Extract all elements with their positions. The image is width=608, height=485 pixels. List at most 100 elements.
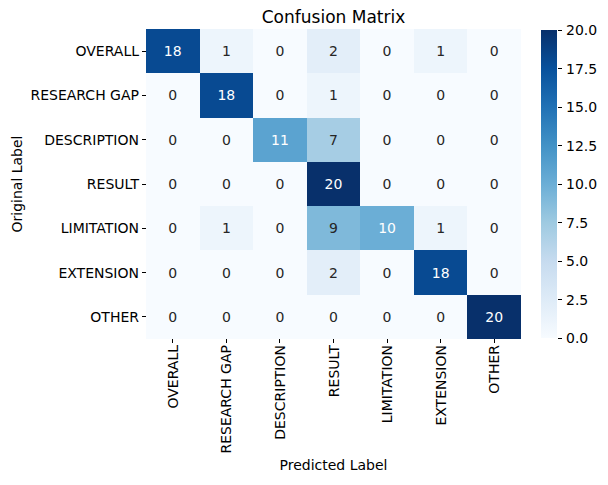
heatmap-cell: 0 xyxy=(467,118,521,162)
heatmap-cell: 0 xyxy=(200,162,254,206)
colorbar-tick-label: 12.5 xyxy=(566,139,597,153)
cell-value: 0 xyxy=(490,87,499,103)
cell-value: 0 xyxy=(490,43,499,59)
colorbar-tick-label: 20.0 xyxy=(566,23,597,37)
heatmap-cell: 0 xyxy=(146,206,200,250)
heatmap-cell: 0 xyxy=(200,295,254,339)
cell-value: 0 xyxy=(275,176,284,192)
colorbar-tick-label: 17.5 xyxy=(566,62,597,76)
colorbar-tick-label: 15.0 xyxy=(566,100,597,114)
cell-value: 0 xyxy=(275,309,284,325)
heatmap-cell: 1 xyxy=(200,206,254,250)
cell-value: 0 xyxy=(383,132,392,148)
heatmap-cell: 1 xyxy=(200,29,254,73)
heatmap-cell: 0 xyxy=(146,250,200,294)
x-tick-mark xyxy=(333,339,334,343)
y-tick-label: OTHER xyxy=(0,310,139,324)
cell-value: 0 xyxy=(222,265,231,281)
x-tick-mark xyxy=(279,339,280,343)
heatmap-cell: 1 xyxy=(414,206,468,250)
x-tick-mark xyxy=(172,339,173,343)
heatmap-cell: 20 xyxy=(467,295,521,339)
cell-value: 0 xyxy=(490,265,499,281)
heatmap-cell: 18 xyxy=(146,29,200,73)
x-tick-mark xyxy=(387,339,388,343)
y-tick-label: DESCRIPTION xyxy=(0,133,139,147)
cell-value: 0 xyxy=(275,43,284,59)
y-tick-label: OVERALL xyxy=(0,44,139,58)
cell-value: 0 xyxy=(275,220,284,236)
y-tick-mark xyxy=(142,316,146,317)
heatmap-cell: 0 xyxy=(467,206,521,250)
cell-value: 9 xyxy=(329,220,338,236)
y-tick-label: LIMITATION xyxy=(0,221,139,235)
cell-value: 0 xyxy=(436,176,445,192)
cell-value: 0 xyxy=(436,87,445,103)
heatmap-cell: 0 xyxy=(200,118,254,162)
cell-value: 1 xyxy=(222,43,231,59)
colorbar-tick-mark xyxy=(558,107,562,108)
cell-value: 0 xyxy=(490,220,499,236)
cell-value: 18 xyxy=(164,43,182,59)
heatmap-cell: 1 xyxy=(307,73,361,117)
y-tick-label: RESEARCH GAP xyxy=(0,88,139,102)
y-tick-mark xyxy=(142,51,146,52)
cell-value: 20 xyxy=(325,176,343,192)
cell-value: 7 xyxy=(329,132,338,148)
cell-value: 1 xyxy=(436,43,445,59)
heatmap-cell: 0 xyxy=(146,73,200,117)
y-tick-mark xyxy=(142,228,146,229)
x-tick-mark xyxy=(440,339,441,343)
colorbar-tick-label: 0.0 xyxy=(566,331,588,345)
y-tick-mark xyxy=(142,184,146,185)
heatmap-cell: 0 xyxy=(467,162,521,206)
colorbar-tick-mark xyxy=(558,145,562,146)
cell-value: 0 xyxy=(222,132,231,148)
cell-value: 0 xyxy=(490,132,499,148)
y-tick-mark xyxy=(142,272,146,273)
x-tick-label-text: DESCRIPTION xyxy=(273,345,287,440)
heatmap-cell: 0 xyxy=(414,118,468,162)
cell-value: 2 xyxy=(329,43,338,59)
colorbar-tick-label: 10.0 xyxy=(566,177,597,191)
cell-value: 10 xyxy=(378,220,396,236)
heatmap-cell: 0 xyxy=(360,118,414,162)
x-tick-label-text: OTHER xyxy=(487,345,501,394)
heatmap-cell: 2 xyxy=(307,250,361,294)
y-tick-label: EXTENSION xyxy=(0,266,139,280)
colorbar xyxy=(541,30,557,338)
x-tick-label-text: RESEARCH GAP xyxy=(219,345,233,454)
heatmap-cell: 0 xyxy=(467,73,521,117)
chart-title: Confusion Matrix xyxy=(146,7,521,27)
heatmap-cell: 0 xyxy=(414,162,468,206)
colorbar-tick-mark xyxy=(558,338,562,339)
cell-value: 0 xyxy=(436,132,445,148)
cell-value: 0 xyxy=(168,309,177,325)
y-tick-mark xyxy=(142,139,146,140)
cell-value: 11 xyxy=(271,132,289,148)
heatmap-cell: 0 xyxy=(414,295,468,339)
heatmap-cell: 0 xyxy=(467,29,521,73)
heatmap-cell: 0 xyxy=(253,29,307,73)
colorbar-tick-label: 7.5 xyxy=(566,216,588,230)
colorbar-tick-mark xyxy=(558,222,562,223)
cell-value: 0 xyxy=(168,220,177,236)
cell-value: 1 xyxy=(222,220,231,236)
cell-value: 0 xyxy=(383,87,392,103)
colorbar-tick-mark xyxy=(558,68,562,69)
cell-value: 0 xyxy=(168,132,177,148)
heatmap-grid: 1810201001801000001170000002000001091010… xyxy=(146,29,521,339)
heatmap-cell: 20 xyxy=(307,162,361,206)
colorbar-tick-label: 2.5 xyxy=(566,293,588,307)
heatmap-cell: 0 xyxy=(360,162,414,206)
cell-value: 2 xyxy=(329,265,338,281)
cell-value: 0 xyxy=(329,309,338,325)
x-tick-label-text: RESULT xyxy=(327,345,341,397)
cell-value: 0 xyxy=(168,87,177,103)
cell-value: 0 xyxy=(383,43,392,59)
heatmap-cell: 0 xyxy=(360,73,414,117)
x-tick-label-text: EXTENSION xyxy=(434,345,448,426)
cell-value: 0 xyxy=(436,309,445,325)
heatmap-cell: 0 xyxy=(414,73,468,117)
heatmap-cell: 11 xyxy=(253,118,307,162)
